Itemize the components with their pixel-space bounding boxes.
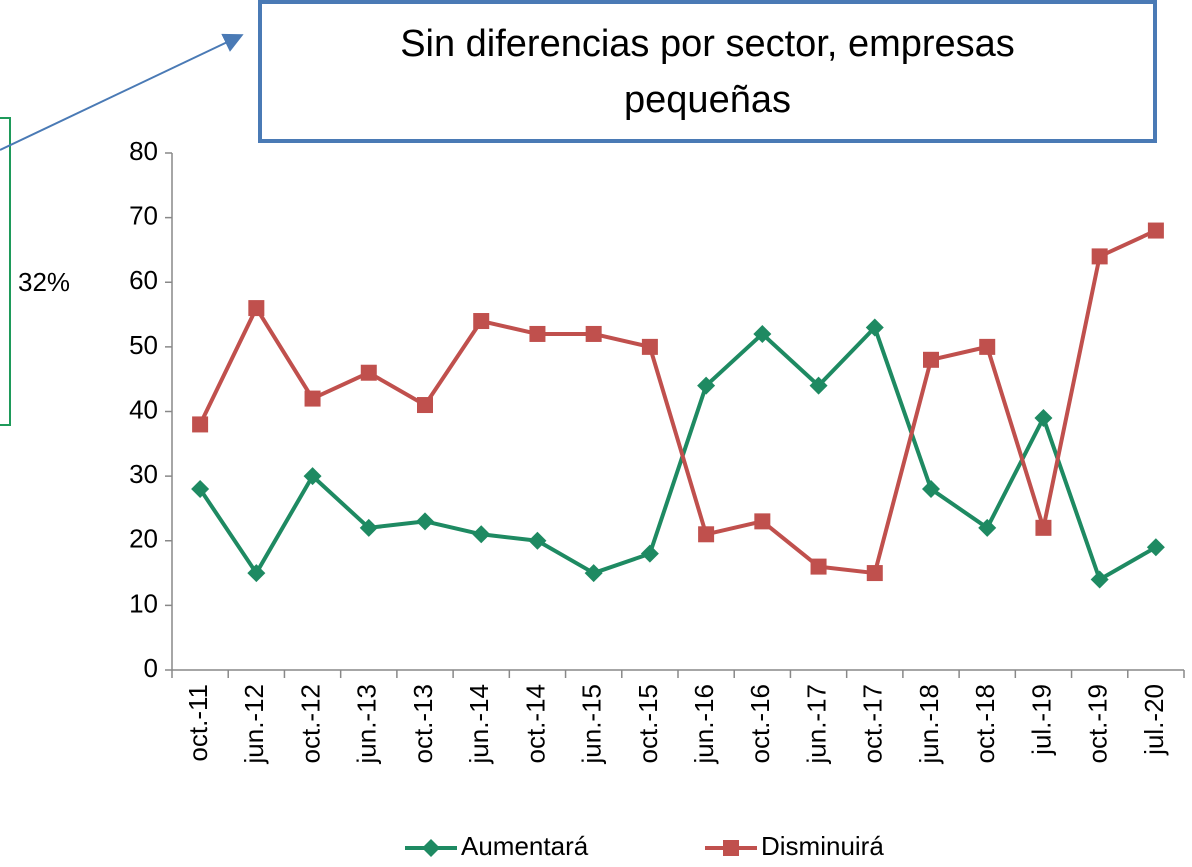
marker: [1090, 570, 1109, 589]
marker: [1091, 248, 1108, 265]
y-tick-label: 50: [129, 330, 158, 360]
x-tick-label: oct.-13: [408, 684, 438, 764]
chart-title: Sin diferencias por sector, empresas peq…: [258, 0, 1157, 143]
x-tick-label: oct.-18: [970, 684, 1000, 764]
marker: [304, 390, 321, 407]
y-tick-label: 10: [129, 588, 158, 618]
series-line: [198, 325, 1157, 582]
x-tick-label: jul.-19: [1026, 684, 1056, 756]
marker: [865, 318, 884, 337]
marker: [191, 480, 210, 499]
marker: [248, 300, 265, 317]
marker: [247, 564, 266, 583]
marker: [1146, 538, 1165, 557]
x-tick-label: jun.-12: [239, 684, 269, 765]
marker: [640, 544, 659, 563]
marker: [723, 840, 739, 856]
marker: [979, 338, 996, 355]
arrow: [0, 33, 244, 151]
marker: [417, 397, 433, 414]
x-tick-label: oct.-19: [1083, 684, 1113, 764]
marker: [753, 324, 772, 343]
marker: [1035, 519, 1052, 536]
marker: [584, 564, 603, 583]
marker: [472, 525, 491, 544]
marker: [697, 376, 716, 395]
marker: [416, 512, 434, 531]
marker: [698, 526, 715, 543]
y-tick-label: 40: [129, 394, 158, 424]
x-tick-label: jun.-15: [577, 684, 607, 765]
marker: [192, 416, 209, 433]
annotation-box: [0, 117, 11, 426]
y-tick-label: 80: [129, 136, 158, 166]
marker: [1147, 222, 1164, 239]
marker: [923, 351, 939, 368]
marker: [641, 338, 658, 355]
x-tick-label: jun.-13: [352, 684, 382, 765]
y-tick-label: 20: [129, 524, 158, 554]
marker: [809, 376, 828, 395]
y-tick-label: 60: [129, 265, 158, 295]
x-tick-label: oct.-14: [520, 684, 550, 764]
marker: [360, 364, 377, 381]
marker: [754, 513, 771, 530]
x-tick-label: jun.-16: [689, 684, 719, 765]
marker: [922, 480, 940, 499]
marker: [529, 325, 546, 342]
marker: [473, 313, 490, 330]
x-tick-label: jun.-17: [801, 684, 831, 765]
marker: [1034, 408, 1053, 427]
x-tick-label: jun.-18: [914, 684, 944, 765]
marker: [422, 839, 440, 857]
x-tick-label: oct.-17: [858, 684, 888, 764]
legend-label: Disminuirá: [761, 831, 884, 861]
marker: [978, 518, 997, 537]
y-tick-label: 70: [129, 201, 158, 231]
x-tick-label: jun.-14: [464, 684, 494, 765]
x-tick-label: oct.-12: [295, 684, 325, 764]
series-line: [198, 228, 1157, 576]
y-tick-label: 30: [129, 459, 158, 489]
x-tick-label: jul.-20: [1139, 684, 1169, 756]
marker: [585, 325, 602, 342]
marker: [528, 531, 547, 550]
x-tick-label: oct.-16: [745, 684, 775, 764]
marker: [866, 565, 883, 582]
marker: [810, 558, 827, 575]
legend-label: Aumentará: [461, 831, 589, 861]
annotation: 32%: [18, 267, 70, 297]
marker: [359, 518, 378, 537]
marker: [303, 467, 322, 486]
x-tick-label: oct.-11: [183, 684, 213, 762]
y-tick-label: 0: [144, 653, 158, 683]
x-tick-label: oct.-15: [633, 684, 663, 764]
